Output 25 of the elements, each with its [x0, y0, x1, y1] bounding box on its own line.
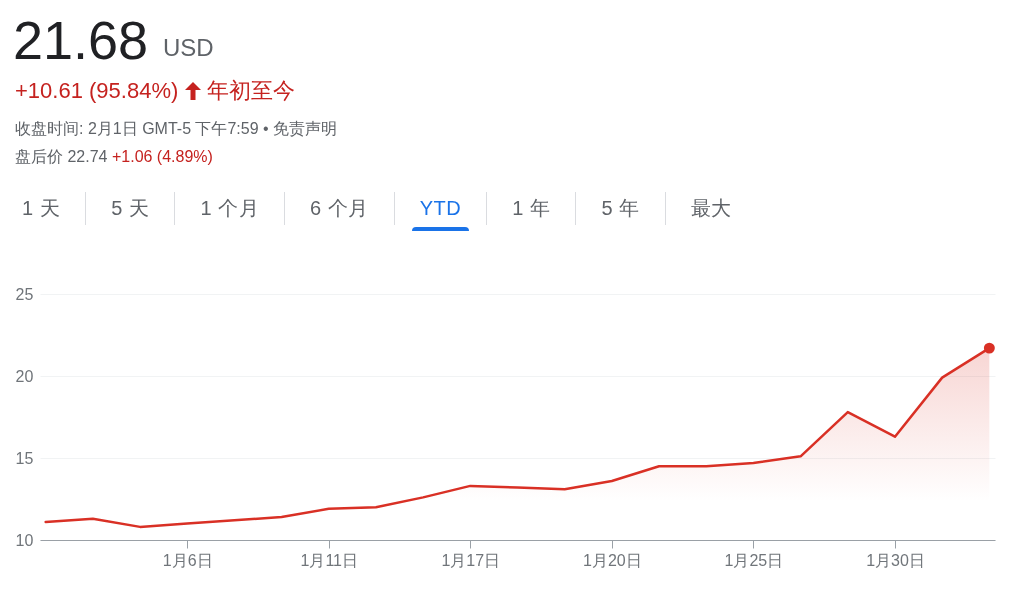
text: YTD [393, 192, 487, 225]
x-tick-label: 1月20日 [583, 551, 642, 569]
text: 1 个月 [174, 192, 285, 225]
text: +10.61 (95.84%) [15, 78, 179, 104]
text: 最大 [664, 192, 757, 225]
y-tick-label: 25 [15, 285, 34, 303]
text: 1 年 [486, 192, 576, 225]
text: 5 天 [85, 192, 175, 225]
y-tick-label: 10 [15, 531, 34, 549]
y-tick-label: 15 [15, 449, 34, 467]
text: 1 天 [21, 196, 62, 221]
text: 6 个月 [284, 192, 394, 225]
text: 收盘时间: 2月1日 GMT-5 下午7:59 • 免责声明 [15, 119, 338, 139]
x-tick-label: 1月6日 [162, 551, 213, 569]
x-tick-label: 1月30日 [866, 551, 925, 569]
x-tick-label: 1月17日 [441, 551, 501, 569]
chart-title: 21.68 [13, 10, 149, 70]
text: +1.06 (4.89%) [111, 148, 213, 165]
text: 盘后价 22.74 [15, 148, 108, 165]
x-tick-label: 1月11日 [300, 551, 359, 569]
text: 年初至今 [207, 77, 296, 105]
text: USD [163, 34, 214, 61]
x-tick-label: 1月25日 [724, 551, 784, 569]
y-tick-label: 20 [15, 367, 34, 385]
text: 5 年 [575, 192, 665, 225]
